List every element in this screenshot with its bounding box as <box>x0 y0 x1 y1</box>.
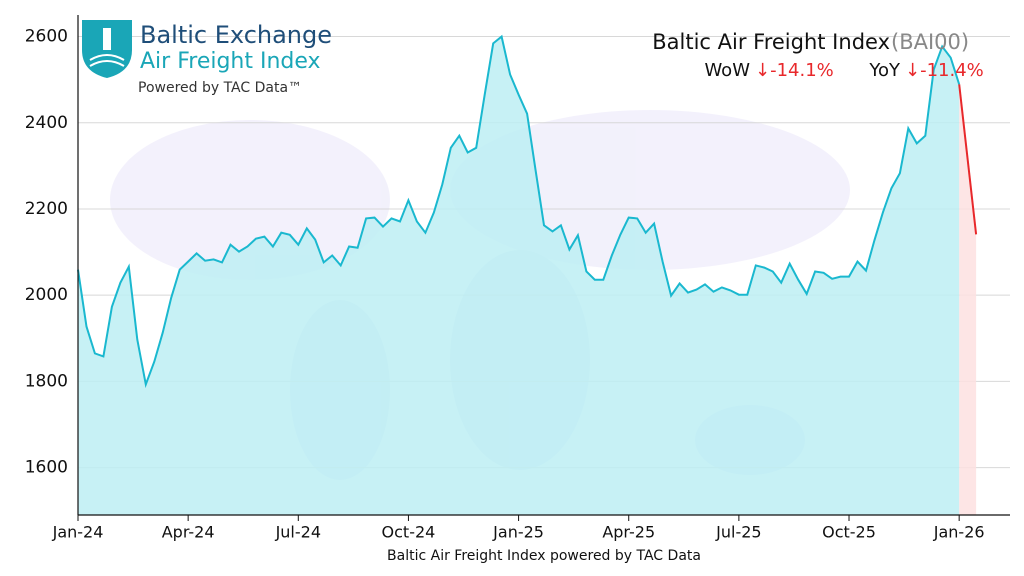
x-tick-label: Jul-25 <box>715 523 761 542</box>
logo <box>82 20 132 78</box>
yoy-label: YoY <box>868 60 901 81</box>
wow-label: WoW <box>704 60 750 81</box>
x-tick-label: Jan-25 <box>492 523 544 542</box>
y-tick-label: 2600 <box>25 27 68 47</box>
y-tick-label: 2400 <box>25 113 68 133</box>
x-tick-label: Oct-25 <box>822 523 876 542</box>
y-tick-label: 1600 <box>25 458 68 478</box>
data-line <box>958 84 978 235</box>
chart-title: Baltic Air Freight Index <box>652 30 890 54</box>
brand-name: Baltic Exchange <box>140 21 332 49</box>
x-tick-label: Jan-26 <box>933 523 985 542</box>
area-fill <box>78 36 960 515</box>
index-code: (BAI00) <box>891 30 969 54</box>
x-tick-label: Apr-24 <box>162 523 215 542</box>
x-tick-label: Oct-24 <box>382 523 436 542</box>
y-tick-label: 2200 <box>25 199 68 219</box>
data-line <box>77 34 961 389</box>
y-tick-label: 1800 <box>25 371 68 391</box>
x-tick-label: Jul-24 <box>275 523 321 542</box>
plot-layer <box>77 34 1010 516</box>
area-fill <box>959 84 977 516</box>
yoy-value: ↓-11.4% <box>905 60 984 81</box>
brand-powered: Powered by TAC Data™ <box>138 80 302 96</box>
y-tick-label: 2000 <box>25 285 68 305</box>
wow-value: ↓-14.1% <box>755 60 834 81</box>
x-axis-label: Baltic Air Freight Index powered by TAC … <box>387 548 701 564</box>
brand-product: Air Freight Index <box>140 49 321 74</box>
x-tick-label: Apr-25 <box>602 523 655 542</box>
x-tick-label: Jan-24 <box>52 523 104 542</box>
